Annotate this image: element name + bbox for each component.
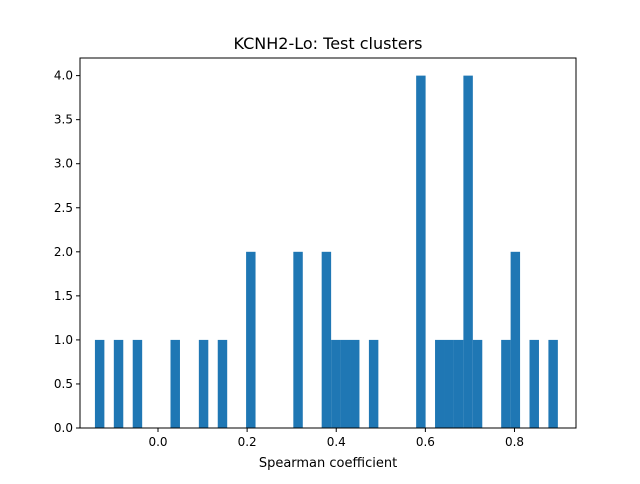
y-tick-label: 1.5 — [54, 289, 73, 303]
histogram-bar — [331, 339, 341, 428]
histogram-bar — [435, 339, 445, 428]
histogram-bar — [113, 339, 124, 428]
x-axis-ticks: 0.0 0.2 0.4 0.6 0.8 — [148, 428, 524, 449]
histogram-bar — [501, 339, 511, 428]
histogram-bar — [293, 251, 303, 428]
y-tick-label: 1.0 — [54, 333, 73, 347]
histogram-bar — [529, 339, 539, 428]
histogram-bar — [416, 75, 426, 429]
histogram-bar — [94, 339, 105, 428]
y-tick-label: 2.5 — [54, 201, 73, 215]
histogram-bar — [246, 251, 256, 428]
histogram-bar — [548, 339, 558, 428]
x-tick-label: 0.2 — [238, 435, 257, 449]
y-tick-label: 2.0 — [54, 245, 73, 259]
histogram-bar — [132, 339, 143, 428]
y-axis-ticks: 0.0 0.5 1.0 1.5 2.0 2.5 3.0 3.5 4.0 — [54, 69, 80, 435]
x-axis-label: Spearman coefficient — [259, 456, 397, 471]
bars-layer — [94, 75, 558, 429]
x-tick-label: 0.4 — [327, 435, 346, 449]
histogram-bar — [510, 251, 521, 428]
histogram-bar — [350, 339, 360, 428]
histogram-bar — [170, 339, 180, 428]
histogram-bar — [198, 339, 209, 428]
histogram-bar — [463, 75, 473, 429]
x-tick-label: 0.8 — [505, 435, 524, 449]
histogram-bar — [453, 339, 464, 428]
y-tick-label: 3.5 — [54, 113, 73, 127]
y-tick-label: 0.5 — [54, 377, 73, 391]
x-tick-label: 0.6 — [416, 435, 435, 449]
histogram-bar — [340, 339, 351, 428]
x-tick-label: 0.0 — [148, 435, 167, 449]
histogram-bar — [472, 339, 483, 428]
y-tick-label: 3.0 — [54, 157, 73, 171]
chart-title: KCNH2-Lo: Test clusters — [234, 34, 423, 53]
histogram-bar — [444, 339, 454, 428]
y-tick-label: 4.0 — [54, 69, 73, 83]
plot-frame — [79, 57, 577, 429]
histogram-bar — [217, 339, 228, 428]
histogram-bar — [321, 251, 332, 428]
histogram-bar — [368, 339, 379, 428]
y-tick-label: 0.0 — [54, 421, 73, 435]
